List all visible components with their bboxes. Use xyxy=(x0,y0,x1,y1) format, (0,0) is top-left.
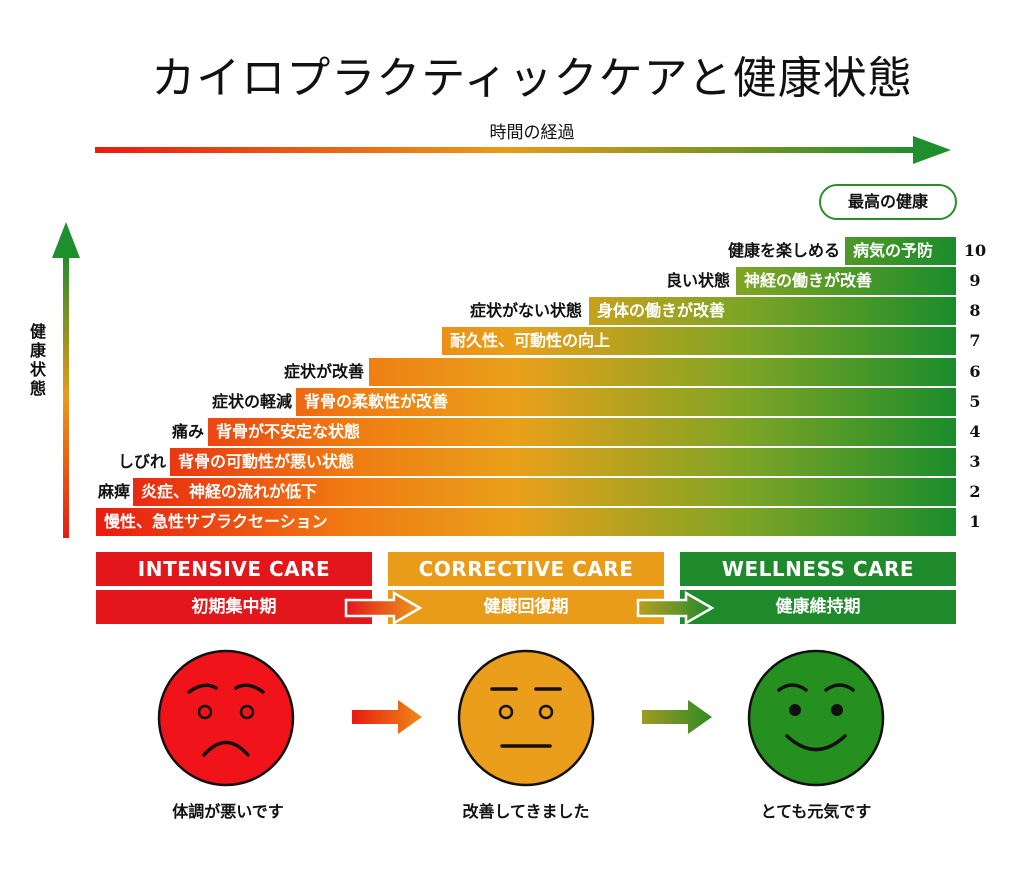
face-caption-good: とても元気です xyxy=(760,802,872,821)
health-arrow xyxy=(52,222,80,538)
level-bar-3: 背骨の可動性が悪い状態 xyxy=(170,448,956,476)
phase-corrective-care-jp: 健康回復期 xyxy=(388,590,664,624)
level-number-2: 2 xyxy=(969,482,981,501)
phase-wellness-care: WELLNESS CARE xyxy=(680,552,956,586)
level-bar-5: 背骨の柔軟性が改善 xyxy=(296,388,956,416)
level-state-9: 良い状態 xyxy=(665,271,730,290)
face-arrow-2 xyxy=(642,700,712,734)
face-caption-bad: 体調が悪いです xyxy=(172,802,284,821)
level-number-9: 9 xyxy=(969,271,981,290)
level-state-5: 症状の軽減 xyxy=(211,392,292,411)
level-state-10: 健康を楽しめる xyxy=(727,241,840,260)
level-state-6: 症状が改善 xyxy=(283,362,364,381)
time-axis-label: 時間の経過 xyxy=(489,123,575,143)
level-bar-4: 背骨が不安定な状態 xyxy=(208,418,956,446)
page-title: カイロプラクティックケアと健康状態 xyxy=(151,53,913,104)
level-state-3: しびれ xyxy=(117,452,166,471)
level-state-4: 痛み xyxy=(171,422,204,441)
neutral-face-icon xyxy=(457,649,595,787)
phase-intensive-care-jp: 初期集中期 xyxy=(96,590,372,624)
peak-health-badge: 最高の健康 xyxy=(819,184,957,220)
health-axis-label: 健 康 状 態 xyxy=(29,322,46,398)
level-bar-8: 身体の働きが改善 xyxy=(589,297,956,325)
level-number-10: 10 xyxy=(963,241,987,260)
face-caption-improving: 改善してきました xyxy=(462,802,590,821)
level-bar-9: 神経の働きが改善 xyxy=(736,267,956,295)
level-bar-10: 病気の予防 xyxy=(845,237,956,265)
level-bar-2: 炎症、神経の流れが低下 xyxy=(133,478,956,506)
health-level-staircase: 慢性、急性サブラクセーション 1 麻痺 炎症、神経の流れが低下 2 しびれ 背骨… xyxy=(96,237,987,536)
phase-corrective-care: CORRECTIVE CARE xyxy=(388,552,664,586)
phase-arrow-2 xyxy=(636,591,715,625)
level-number-6: 6 xyxy=(969,362,981,381)
level-number-1: 1 xyxy=(969,512,981,531)
happy-face-icon xyxy=(747,649,885,787)
phase-intensive-care: INTENSIVE CARE xyxy=(96,552,372,586)
level-number-3: 3 xyxy=(969,452,981,471)
time-arrow xyxy=(95,136,951,164)
level-bar-6 xyxy=(369,358,956,386)
level-number-7: 7 xyxy=(969,331,981,350)
phase-wellness-care-jp: 健康維持期 xyxy=(680,590,956,624)
level-bar-7: 耐久性、可動性の向上 xyxy=(442,327,956,355)
level-number-4: 4 xyxy=(969,422,981,441)
level-number-8: 8 xyxy=(969,301,981,320)
level-state-8: 症状がない状態 xyxy=(469,301,582,320)
level-state-2: 麻痺 xyxy=(97,482,130,501)
level-bar-1: 慢性、急性サブラクセーション xyxy=(96,508,956,536)
sad-face-icon xyxy=(157,649,295,787)
level-number-5: 5 xyxy=(969,392,981,411)
face-arrow-1 xyxy=(352,700,422,734)
phase-arrow-1 xyxy=(344,591,423,625)
